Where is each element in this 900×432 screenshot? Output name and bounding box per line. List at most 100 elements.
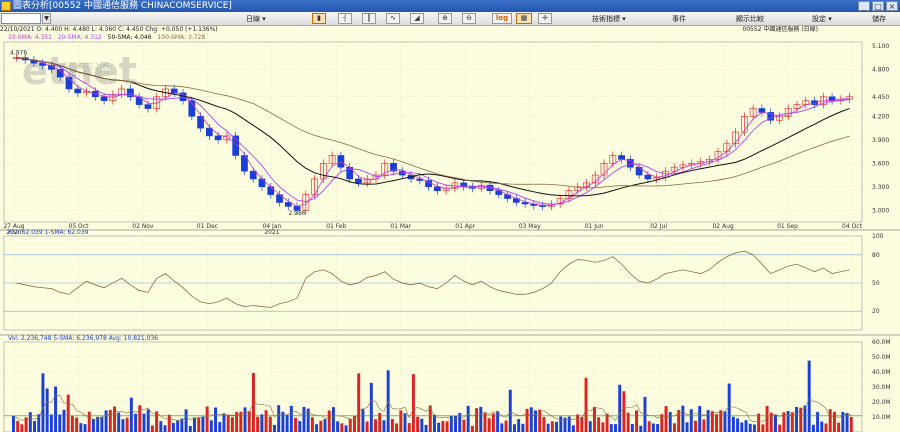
candle-body xyxy=(188,100,196,117)
volume-bar xyxy=(550,421,554,432)
time-axis-label: 04 Jan xyxy=(262,223,281,230)
volume-bar xyxy=(588,421,592,432)
volume-bar xyxy=(390,418,394,432)
menu-compare[interactable]: 顯示比較 xyxy=(736,15,764,23)
sma50-label: 50-SMA: 4.046 xyxy=(107,34,152,41)
candle-body xyxy=(328,155,336,164)
volume-bar xyxy=(150,425,154,432)
volume-bar xyxy=(597,417,601,432)
volume-bar xyxy=(91,419,95,432)
volume-bar xyxy=(75,417,79,432)
volume-bar xyxy=(694,420,697,432)
volume-bar xyxy=(609,424,613,432)
volume-bar xyxy=(824,423,828,432)
maximize-button[interactable]: □ xyxy=(872,1,884,11)
chart-area[interactable]: 22/10/2021 O: 4.400 H: 4.480 L: 4.360 C:… xyxy=(0,26,900,432)
candle-icon[interactable]: ▮ xyxy=(312,13,326,24)
volume-bar xyxy=(256,416,260,432)
menu-events[interactable]: 事件 xyxy=(672,15,686,23)
volume-bar xyxy=(41,373,45,432)
volume-bar xyxy=(399,410,403,432)
volume-axis-label: 30.0M xyxy=(872,384,891,391)
volume-bar xyxy=(702,419,706,432)
time-axis-label: 02 Jul xyxy=(650,223,667,230)
candle-body xyxy=(74,88,82,94)
indicator-grid-icon[interactable]: ▦ xyxy=(516,13,532,24)
volume-bar xyxy=(205,406,209,432)
time-axis-label: 01 Jun xyxy=(585,223,604,230)
volume-bar xyxy=(647,421,651,432)
volume-bar xyxy=(837,422,841,432)
volume-bar xyxy=(681,405,685,432)
candle-body xyxy=(521,202,529,205)
volume-bar xyxy=(365,421,369,432)
volume-bar xyxy=(268,416,272,432)
volume-bar xyxy=(264,410,268,432)
etnet-watermark-sub: 經濟通 xyxy=(62,60,111,79)
log-button[interactable]: log xyxy=(492,13,512,24)
volume-bar xyxy=(171,422,175,432)
rsi-axis-label: 80 xyxy=(872,252,880,259)
candle-body xyxy=(609,155,617,164)
symbol-input[interactable] xyxy=(1,13,41,24)
volume-bar xyxy=(54,386,58,432)
volume-bar xyxy=(592,406,596,432)
volume-bar xyxy=(407,423,411,432)
candle-body xyxy=(223,135,231,141)
candle-body xyxy=(574,186,582,191)
candle-body xyxy=(109,94,117,101)
volume-bar xyxy=(563,417,567,432)
volume-bar xyxy=(449,415,453,432)
ohlc-icon[interactable]: ┤ xyxy=(338,13,352,24)
volume-bar xyxy=(736,418,740,432)
line-icon[interactable]: ∿ xyxy=(386,13,400,24)
time-axis-label: 01 Feb xyxy=(326,223,346,230)
volume-bar xyxy=(176,420,180,432)
volume-bar xyxy=(786,411,790,432)
crosshair-icon[interactable]: ✛ xyxy=(538,13,552,24)
volume-bar xyxy=(12,415,15,432)
volume-bar xyxy=(740,422,744,432)
volume-bar xyxy=(108,409,112,432)
volume-axis-label: 50.0M xyxy=(872,354,891,361)
volume-bar xyxy=(113,406,116,432)
volume-bar xyxy=(20,424,24,432)
time-axis-label: 01 Sep xyxy=(777,223,798,230)
menu-settings[interactable]: 設定 ▾ xyxy=(812,15,832,23)
bar-icon[interactable]: ┃ xyxy=(362,13,376,24)
candle-body xyxy=(267,186,275,195)
menu-save[interactable]: 儲存 xyxy=(872,15,886,23)
area-icon[interactable]: ◢ xyxy=(410,13,424,24)
volume-bar xyxy=(719,410,723,432)
volume-legend: Vol: 2,236,748 5-SMA: 6,236,978 Avg: 10,… xyxy=(8,335,158,342)
chart-svg[interactable]: 5.100 4.800 4.450 4.200 3.900 3.600 3.300 3.000… xyxy=(0,26,900,432)
minimize-button[interactable]: _ xyxy=(858,1,870,11)
volume-bar xyxy=(222,413,226,432)
zoom-in-icon[interactable]: ⊕ xyxy=(438,13,452,24)
zoom-out-icon[interactable]: ⊖ xyxy=(462,13,476,24)
volume-bar xyxy=(294,417,298,432)
volume-bar xyxy=(188,425,192,432)
symbol-dropdown-button[interactable]: ▼ xyxy=(42,13,51,24)
sma20-label: 20-SMA: 4.312 xyxy=(57,34,102,41)
volume-bar xyxy=(601,422,605,432)
candle-body xyxy=(381,163,389,176)
volume-bar xyxy=(559,416,563,432)
volume-bar xyxy=(698,406,702,432)
quote-text: 22/10/2021 O: 4.400 H: 4.480 L: 4.360 C:… xyxy=(0,26,218,33)
volume-bar xyxy=(134,413,138,432)
volume-bar xyxy=(441,420,445,432)
time-axis-label: 01 Apr xyxy=(455,223,475,230)
volume-bar xyxy=(555,421,559,432)
sma50-line xyxy=(16,57,850,197)
period-select[interactable]: 日線 ▾ xyxy=(246,15,266,23)
volume-bar xyxy=(125,417,129,432)
volume-bar xyxy=(310,417,314,432)
volume-bar xyxy=(483,413,487,432)
time-axis-label: 05 Oct xyxy=(69,223,90,230)
sma10-label: 10-SMA: 4.351 xyxy=(8,34,52,41)
candle-body xyxy=(302,194,310,211)
menu-technical-indicators[interactable]: 技術指標 ▾ xyxy=(592,15,626,23)
close-button[interactable]: × xyxy=(886,1,898,11)
